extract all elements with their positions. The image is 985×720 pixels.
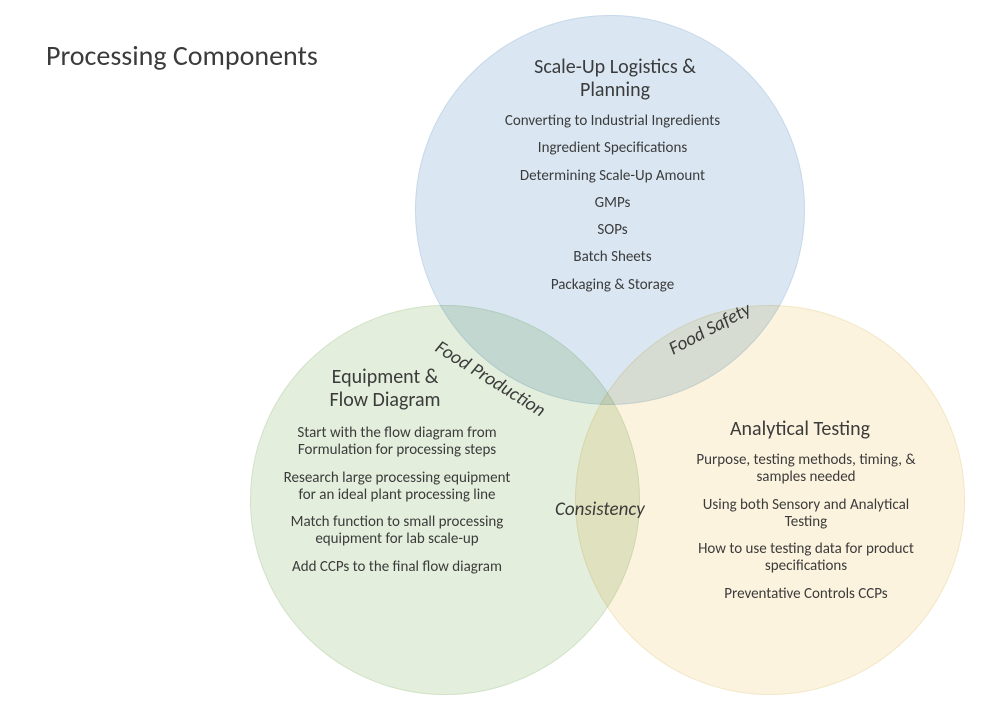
venn-item: Preventative Controls CCPs	[695, 586, 917, 603]
venn-item: Start with the flow diagram from Formula…	[278, 425, 516, 460]
venn-item: Research large processing equipment for …	[278, 470, 516, 505]
venn-item: Purpose, testing methods, timing, & samp…	[695, 452, 917, 487]
venn-items-left: Start with the flow diagram from Formula…	[278, 425, 516, 586]
venn-item: Add CCPs to the final flow diagram	[278, 559, 516, 576]
venn-item: Batch Sheets	[475, 249, 750, 266]
venn-item: Determining Scale-Up Amount	[475, 168, 750, 185]
venn-item: How to use testing data for product spec…	[695, 541, 917, 576]
venn-label-right: Analytical Testing	[680, 418, 920, 441]
page-title: Processing Components	[46, 38, 318, 73]
venn-label-top: Scale-Up Logistics & Planning	[480, 56, 750, 102]
venn-item: Using both Sensory and Analytical Testin…	[695, 497, 917, 532]
venn-item: GMPs	[475, 195, 750, 212]
venn-item: Match function to small processing equip…	[278, 514, 516, 549]
venn-items-right: Purpose, testing methods, timing, & samp…	[695, 452, 917, 613]
venn-overlap-center: Consistency	[555, 498, 645, 521]
venn-item: Ingredient Specifications	[475, 140, 750, 157]
venn-item: Converting to Industrial Ingredients	[475, 113, 750, 130]
venn-items-top: Converting to Industrial Ingredients Ingr…	[475, 113, 750, 304]
venn-item: SOPs	[475, 222, 750, 239]
venn-item: Packaging & Storage	[475, 277, 750, 294]
